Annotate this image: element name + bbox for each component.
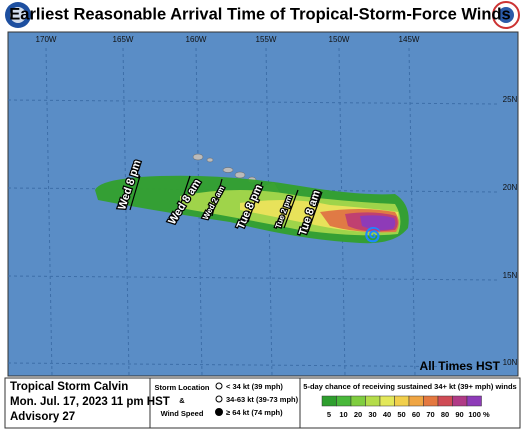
colorbar: 5 10 20 30 40 50 60 70 80 90 100 % [321,395,490,419]
legend: < 34 kt (39 mph) 34-63 kt (39-73 mph) ≥ 64… [226,382,299,417]
graticule: 170W 165W 160W 155W 150W 145W 25N 20N 15N 10N [7,35,518,377]
legend-item: 34-63 kt (39-73 mph) [226,395,299,404]
lon-label: 165W [113,35,134,44]
colorbar-label: 5 [327,410,331,419]
colorbar-label: 50 [397,410,405,419]
colorbar-label: 40 [383,410,391,419]
advisory-date: Mon. Jul. 17, 2023 11 pm HST [10,396,170,408]
color-swatch [452,395,468,407]
colorbar-label: 10 [339,410,347,419]
legend-amp: & [179,396,185,405]
legend-item: ≥ 64 kt (74 mph) [226,408,283,417]
noaa-logo-inner [10,7,26,23]
colorbar-label: 30 [368,410,376,419]
lon-label: 160W [186,35,207,44]
parallel [7,187,499,193]
colorbar-label: 90 [455,410,463,419]
color-swatch [365,395,381,407]
legend-item: < 34 kt (39 mph) [226,382,283,391]
meridian [122,47,130,377]
legend-symbols [215,382,223,416]
color-swatch [408,395,424,407]
color-swatch [394,395,410,407]
lon-label: 150W [329,35,350,44]
lon-label: 170W [36,35,57,44]
parallel [7,99,499,105]
color-swatch [336,395,352,407]
color-swatch [466,395,482,407]
nws-logo-inner [498,7,514,23]
colorbar-title: 5-day chance of receiving sustained 34+ … [303,382,516,391]
lat-label: 20N [503,183,518,192]
isochrones [129,175,323,233]
time-note: All Times HST [420,359,501,373]
colorbar-label: 70 [426,410,434,419]
storm-name: Tropical Storm Calvin [10,381,128,393]
lat-label: 15N [503,271,518,280]
color-swatch [321,395,337,407]
advisory-number: Advisory 27 [10,411,75,423]
meridian [408,47,416,377]
title: Earliest Reasonable Arrival Time of Trop… [9,5,510,23]
colorbar-label: 20 [354,410,362,419]
meridian [45,47,53,377]
parallel [7,275,499,281]
lon-label: 155W [256,35,277,44]
lat-label: 25N [503,95,518,104]
legend-location: Storm Location [154,383,209,392]
lon-label: 145W [399,35,420,44]
lat-label: 10N [503,358,518,367]
parallel [7,362,499,368]
color-swatch [379,395,395,407]
colorbar-label: 100 % [468,410,490,419]
storm-symbol: 🌀 [364,226,381,244]
legend-wind: Wind Speed [161,409,204,418]
colorbar-label: 60 [412,410,420,419]
color-swatch [437,395,453,407]
color-swatch [350,395,366,407]
colorbar-label: 80 [441,410,449,419]
color-swatch [423,395,439,407]
swath-core [360,215,396,230]
